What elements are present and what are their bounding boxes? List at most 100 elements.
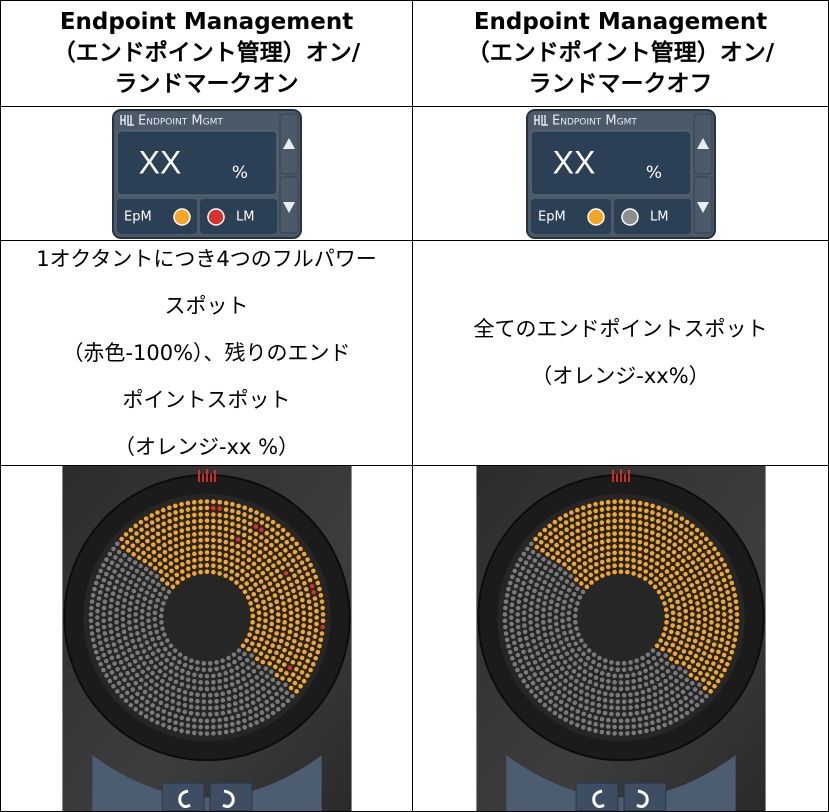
spot	[515, 624, 520, 630]
spot	[128, 632, 134, 638]
spot	[234, 665, 240, 671]
spot	[710, 661, 716, 666]
spot	[563, 710, 568, 715]
spot	[649, 510, 655, 515]
spot	[558, 590, 563, 595]
spot	[679, 566, 684, 572]
spot	[582, 669, 587, 674]
spot	[94, 615, 100, 620]
spot	[172, 523, 178, 529]
spot	[630, 564, 636, 570]
spot	[191, 672, 197, 678]
spot	[194, 692, 200, 698]
spot	[191, 519, 197, 524]
spot	[658, 703, 664, 708]
spot	[560, 584, 566, 590]
spot	[592, 728, 598, 734]
spot	[204, 550, 209, 555]
spot	[676, 618, 682, 624]
spot	[258, 535, 264, 540]
spot	[700, 677, 706, 683]
spot	[513, 646, 518, 652]
spot	[578, 682, 584, 687]
spot	[107, 678, 112, 684]
spot	[578, 689, 584, 695]
spot	[715, 616, 720, 622]
spot	[95, 574, 101, 580]
spot	[558, 538, 564, 544]
spot	[585, 655, 590, 661]
spot	[173, 672, 179, 678]
spot	[592, 721, 598, 727]
spot	[130, 552, 136, 557]
spot	[563, 593, 569, 599]
spot	[210, 569, 216, 575]
spot	[637, 553, 642, 558]
spot	[197, 518, 203, 524]
spot	[237, 655, 242, 661]
spot	[715, 649, 721, 655]
spot	[574, 528, 580, 534]
spot	[228, 576, 234, 581]
spot	[88, 612, 93, 617]
spot	[207, 699, 212, 704]
spot	[704, 588, 710, 594]
spot	[691, 552, 697, 557]
spot	[164, 689, 170, 695]
spot	[530, 594, 535, 600]
spot	[269, 643, 275, 648]
spot	[123, 656, 129, 662]
spot	[277, 552, 283, 557]
spot	[277, 574, 283, 579]
spot	[667, 706, 672, 711]
spot	[173, 543, 178, 549]
spot	[210, 718, 216, 723]
spot	[252, 546, 257, 551]
spot	[258, 637, 264, 642]
spot	[689, 612, 695, 617]
spot	[697, 570, 702, 576]
spot	[548, 672, 553, 678]
spot	[123, 698, 128, 704]
spot	[669, 689, 674, 695]
spot	[197, 544, 203, 549]
spot	[90, 637, 95, 643]
spot	[705, 638, 711, 644]
spot	[724, 640, 730, 646]
spot	[555, 596, 561, 602]
spot	[309, 583, 314, 589]
rotate-left-icon	[591, 789, 605, 808]
description-line: （オレンジ-xx%）	[531, 364, 710, 388]
spot	[564, 651, 569, 656]
spot	[516, 631, 521, 636]
spot	[292, 594, 297, 600]
spot	[599, 723, 604, 728]
spot	[155, 524, 160, 529]
widget-icon	[533, 114, 548, 126]
spot	[508, 615, 514, 620]
spot	[210, 518, 216, 524]
spot	[573, 626, 579, 631]
header-line: Endpoint Management	[59, 9, 354, 35]
spot	[172, 503, 178, 509]
spot	[267, 581, 272, 587]
spot	[719, 637, 724, 642]
spot	[605, 545, 611, 550]
spot	[698, 641, 703, 647]
spot	[121, 629, 126, 635]
header: Endpoint Management （エンドポイント管理）オン/ランドマークオ…	[53, 7, 360, 100]
spot	[694, 702, 699, 708]
spot	[689, 659, 695, 664]
spot	[170, 685, 176, 690]
spot	[687, 631, 693, 636]
spot	[510, 634, 515, 639]
spot	[590, 694, 595, 700]
spot	[511, 661, 517, 667]
spot	[580, 725, 586, 730]
spot	[649, 523, 655, 529]
control-band	[91, 755, 322, 811]
spot	[148, 717, 154, 722]
spot	[109, 574, 114, 580]
spot	[162, 557, 167, 563]
spot	[128, 702, 133, 708]
